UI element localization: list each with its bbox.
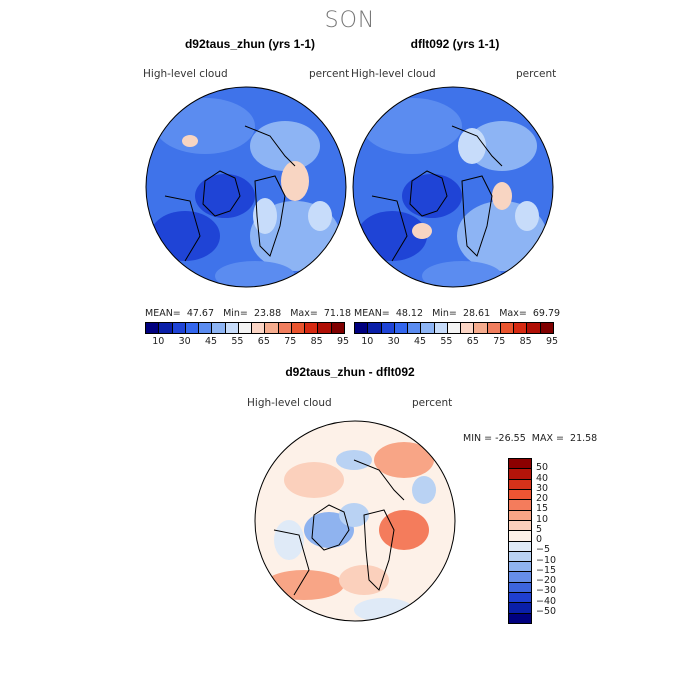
colorbar-tick-label: 85 — [519, 336, 532, 347]
colorbar-tick-label: 30 — [178, 336, 191, 347]
colorbar-tick-label: 45 — [414, 336, 427, 347]
colorbar-tick-label: −15 — [536, 564, 557, 576]
colorbar-swatch — [509, 562, 531, 573]
colorbar-swatch — [509, 541, 531, 552]
colorbar-swatch — [509, 603, 531, 614]
colorbar-swatch — [509, 572, 531, 583]
colorbar-tick-label: 15 — [536, 503, 549, 515]
colorbar-swatch — [509, 459, 531, 470]
colorbar-swatch — [278, 323, 292, 333]
colorbar-swatch — [212, 323, 226, 333]
panel2-map — [352, 86, 554, 288]
colorbar-tick-label: 5 — [536, 523, 543, 535]
diff-units: percent — [412, 397, 453, 409]
colorbar-tick-label: −40 — [536, 595, 557, 607]
colorbar-tick-label: 75 — [284, 336, 297, 347]
colorbar-swatch — [291, 323, 306, 333]
colorbar-swatch — [225, 323, 239, 333]
colorbar-swatch — [318, 323, 332, 333]
colorbar-tick-label: 10 — [152, 336, 165, 347]
figure-title: SON — [324, 8, 376, 33]
colorbar-tick-label: 30 — [387, 336, 400, 347]
colorbar-swatch — [381, 323, 395, 333]
colorbar-swatch — [305, 323, 319, 333]
colorbar-swatch — [509, 613, 531, 623]
colorbar-swatch — [355, 323, 369, 333]
colorbar-swatch — [509, 551, 531, 563]
panel1-units: percent — [309, 68, 350, 80]
colorbar-tick-label: 20 — [536, 493, 549, 504]
colorbar-swatch — [540, 323, 553, 333]
colorbar-swatch — [509, 500, 531, 511]
colorbar-swatch — [331, 323, 344, 333]
colorbar-swatch — [509, 531, 531, 542]
colorbar-tick-label: −30 — [536, 585, 557, 597]
colorbar-swatch — [238, 323, 253, 333]
panel2-units: percent — [516, 68, 557, 80]
panel2-stats: MEAN= 48.12 Min= 28.61 Max= 69.79 — [354, 308, 561, 319]
colorbar-tick-label: 10 — [361, 336, 374, 347]
colorbar-tick-label: 50 — [536, 462, 549, 474]
panel2-colorbar-labels: 10 30 45 55 65 75 85 95 — [354, 336, 564, 348]
diff-map — [254, 420, 456, 622]
panel2-colorbar — [354, 322, 554, 334]
colorbar-swatch — [447, 323, 462, 333]
colorbar-tick-label: 30 — [536, 482, 549, 494]
colorbar-tick-label: 40 — [536, 472, 549, 484]
colorbar-swatch — [252, 323, 266, 333]
colorbar-swatch — [487, 323, 501, 333]
colorbar-swatch — [394, 323, 409, 333]
colorbar-swatch — [434, 323, 448, 333]
panel1-stats: MEAN= 47.67 Min= 23.88 Max= 71.18 — [145, 308, 352, 319]
colorbar-tick-label: 55 — [231, 336, 244, 347]
panel1-map — [145, 86, 347, 288]
colorbar-tick-label: 65 — [466, 336, 479, 347]
panel1-variable: High-level cloud — [143, 68, 228, 80]
colorbar-swatch — [509, 489, 531, 501]
colorbar-swatch — [509, 520, 531, 532]
panel2-variable: High-level cloud — [351, 68, 436, 80]
colorbar-swatch — [265, 323, 279, 333]
colorbar-swatch — [185, 323, 200, 333]
colorbar-tick-label: 10 — [536, 513, 549, 525]
panel1-colorbar-labels: 10 30 45 55 65 75 85 95 — [145, 336, 355, 348]
colorbar-swatch — [514, 323, 528, 333]
colorbar-tick-label: 45 — [205, 336, 218, 347]
colorbar-tick-label: 95 — [546, 336, 559, 347]
colorbar-swatch — [500, 323, 515, 333]
colorbar-tick-label: 85 — [310, 336, 323, 347]
colorbar-swatch — [199, 323, 213, 333]
colorbar-swatch — [408, 323, 422, 333]
diff-variable: High-level cloud — [247, 397, 332, 409]
colorbar-swatch — [527, 323, 541, 333]
colorbar-swatch — [146, 323, 160, 333]
colorbar-tick-label: 95 — [337, 336, 350, 347]
colorbar-tick-label: −5 — [536, 544, 551, 556]
colorbar-swatch — [509, 479, 531, 490]
colorbar-tick-label: 55 — [440, 336, 453, 347]
colorbar-swatch — [509, 510, 531, 521]
colorbar-tick-label: 0 — [536, 534, 543, 545]
colorbar-swatch — [159, 323, 173, 333]
colorbar-tick-label: −50 — [536, 605, 557, 617]
panel1-title: d92taus_zhun (yrs 1-1) — [184, 37, 316, 51]
colorbar-tick-label: 65 — [257, 336, 270, 347]
diff-stats: MIN = -26.55 MAX = 21.58 — [463, 433, 598, 444]
diff-colorbar-labels: 50 40 30 20 15 10 5 0 −5 −10 −15 −20 −30 −40 −50 — [536, 458, 576, 622]
colorbar-swatch — [474, 323, 488, 333]
panel1-colorbar — [145, 322, 345, 334]
panel2-title: dflt092 (yrs 1-1) — [410, 37, 500, 51]
colorbar-swatch — [509, 582, 531, 594]
colorbar-swatch — [421, 323, 435, 333]
diff-colorbar — [508, 458, 532, 624]
colorbar-tick-label: −20 — [536, 575, 557, 586]
colorbar-swatch — [509, 593, 531, 604]
colorbar-swatch — [509, 469, 531, 480]
colorbar-tick-label: −10 — [536, 554, 557, 566]
colorbar-swatch — [368, 323, 382, 333]
colorbar-tick-label: 75 — [493, 336, 506, 347]
colorbar-swatch — [172, 323, 186, 333]
diff-title: d92taus_zhun - dflt092 — [285, 365, 415, 379]
colorbar-swatch — [461, 323, 475, 333]
